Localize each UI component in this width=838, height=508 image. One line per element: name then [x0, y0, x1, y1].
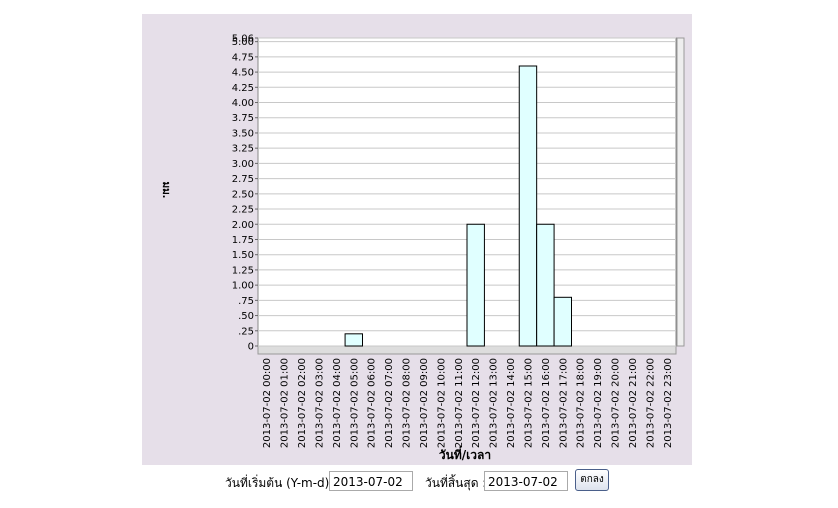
y-tick-label: 4.75	[232, 52, 254, 63]
bar	[344, 333, 364, 347]
x-tick-label: 2013-07-02 07:00	[384, 358, 395, 448]
x-tick-label: 2013-07-02 03:00	[314, 358, 325, 448]
y-tick-label: 2.50	[232, 189, 254, 200]
x-tick-label: 2013-07-02 20:00	[611, 358, 622, 448]
y-axis-title: มม.	[160, 182, 171, 199]
x-tick-label: 2013-07-02 02:00	[297, 358, 308, 448]
start-input[interactable]: 2013-07-02	[329, 471, 413, 491]
y-tick-label: 1.50	[232, 250, 254, 261]
y-tick-label: 1.75	[232, 235, 254, 246]
bar	[536, 223, 555, 347]
y-tick-label: 2.75	[232, 174, 254, 185]
end-input[interactable]: 2013-07-02	[484, 471, 568, 491]
chart: มม. วันที่/เวลา 0 .25 .50 .75 1.00 1.25 1.50 1.…	[142, 14, 692, 465]
x-tick-label: 2013-07-02 08:00	[402, 358, 413, 448]
x-tick-label: 2013-07-02 15:00	[523, 358, 534, 448]
h-scrollbar[interactable]	[257, 345, 677, 355]
x-tick-label: 2013-07-02 17:00	[558, 358, 569, 448]
y-tick-label: .25	[238, 326, 254, 337]
y-tick-label: 4.25	[232, 83, 254, 94]
x-tick-label: 2013-07-02 04:00	[332, 358, 343, 448]
x-tick-label: 2013-07-02 14:00	[506, 358, 517, 448]
y-tick-label: 1.00	[232, 281, 254, 292]
x-tick-label: 2013-07-02 19:00	[593, 358, 604, 448]
y-tick-label: 0	[248, 342, 254, 353]
x-tick-label: 2013-07-02 11:00	[454, 358, 465, 448]
submit-button[interactable]: ตกลง	[575, 469, 609, 491]
x-tick-label: 2013-07-02 13:00	[489, 358, 500, 448]
y-tick-label: .75	[238, 296, 254, 307]
y-tick-label: 3.75	[232, 113, 254, 124]
y-tick-label: 4.00	[232, 98, 254, 109]
x-tick-label: 2013-07-02 23:00	[663, 358, 674, 448]
y-tick-label: 4.50	[232, 68, 254, 79]
y-tick-label: 5.06	[232, 34, 254, 45]
x-tick-label: 2013-07-02 18:00	[576, 358, 587, 448]
x-tick-label: 2013-07-02 05:00	[349, 358, 360, 448]
bar	[518, 65, 538, 347]
y-tick-label: 3.00	[232, 159, 254, 170]
end-label: วันที่สิ้นสุด :	[425, 476, 487, 490]
x-axis-title: วันที่/เวลา	[439, 446, 491, 462]
y-tick-label: 2.00	[232, 220, 254, 231]
x-tick-label: 2013-07-02 21:00	[628, 358, 639, 448]
x-tick-label: 2013-07-02 16:00	[541, 358, 552, 448]
x-tick-label: 2013-07-02 01:00	[280, 358, 291, 448]
v-scrollbar[interactable]	[676, 37, 685, 347]
x-tick-label: 2013-07-02 00:00	[262, 358, 273, 448]
x-tick-label: 2013-07-02 22:00	[645, 358, 656, 448]
y-tick-label: 3.25	[232, 144, 254, 155]
bar	[553, 296, 572, 347]
x-tick-label: 2013-07-02 06:00	[367, 358, 378, 448]
start-label: วันที่เริ่มต้น (Y-m-d):	[225, 476, 334, 490]
y-tick-label: 5.00	[232, 37, 254, 48]
y-tick-label: 2.25	[232, 205, 254, 216]
y-tick-label: .50	[238, 311, 254, 322]
bar	[466, 223, 485, 347]
x-tick-label: 2013-07-02 10:00	[436, 358, 447, 448]
y-tick-label: 3.50	[232, 128, 254, 139]
x-tick-label: 2013-07-02 12:00	[471, 358, 482, 448]
x-tick-label: 2013-07-02 09:00	[419, 358, 430, 448]
y-tick-label: 1.25	[232, 265, 254, 276]
